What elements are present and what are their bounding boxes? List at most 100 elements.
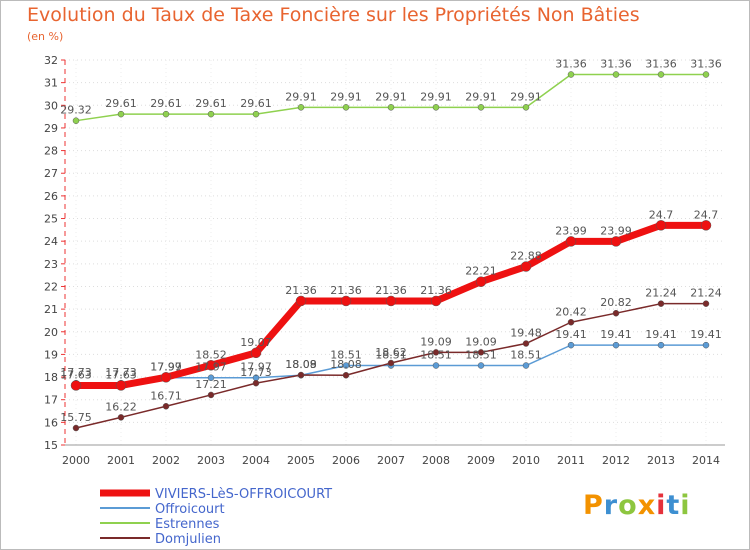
data-label: 29.91 xyxy=(330,90,362,103)
x-tick-label: 2002 xyxy=(152,454,180,467)
data-point xyxy=(160,372,172,383)
data-label: 18.51 xyxy=(465,349,497,362)
data-point xyxy=(72,424,80,432)
y-tick-label: 28 xyxy=(44,145,58,158)
data-label: 17.63 xyxy=(105,368,137,381)
data-label: 17.99 xyxy=(150,360,182,373)
data-label: 21.24 xyxy=(645,287,677,300)
data-point xyxy=(477,104,485,111)
y-tick-label: 15 xyxy=(44,439,58,452)
data-point xyxy=(612,341,620,349)
data-point xyxy=(340,295,352,307)
data-point xyxy=(297,104,305,111)
x-tick-label: 2004 xyxy=(242,454,270,467)
x-tick-label: 2010 xyxy=(512,454,540,467)
data-label: 29.91 xyxy=(420,90,452,103)
data-label: 21.36 xyxy=(420,284,452,297)
data-point xyxy=(342,362,350,369)
legend: VIVIERS-LèS-OFFROICOURTOffroicourtEstren… xyxy=(100,487,332,547)
data-label: 20.42 xyxy=(555,305,587,318)
data-point xyxy=(567,71,575,78)
data-point xyxy=(565,236,577,247)
data-point xyxy=(385,295,397,307)
data-label: 19.07 xyxy=(240,336,272,349)
proxiti-logo: Proxiti xyxy=(583,490,691,521)
y-tick-label: 32 xyxy=(44,54,58,67)
y-tick-label: 17 xyxy=(44,394,58,407)
data-label: 29.61 xyxy=(240,97,272,110)
data-point xyxy=(522,104,530,111)
data-label: 31.36 xyxy=(600,57,632,70)
x-tick-label: 2011 xyxy=(557,454,585,467)
data-point xyxy=(205,360,217,371)
data-label: 21.24 xyxy=(690,287,722,300)
data-point xyxy=(207,391,215,399)
legend-label: Domjulien xyxy=(155,532,221,547)
data-point xyxy=(567,319,575,326)
y-axis-ticks: 15 16 17 18 19 20 21 22 23 24 25 26 27 28 29 30 31 32 xyxy=(44,54,58,452)
data-point xyxy=(610,236,622,247)
y-tick-label: 31 xyxy=(44,77,58,90)
data-point xyxy=(252,379,260,387)
data-label: 16.71 xyxy=(150,389,182,402)
data-label: 17.63 xyxy=(60,368,92,381)
data-label: 18.51 xyxy=(420,349,452,362)
y-tick-label: 21 xyxy=(44,303,58,316)
data-label: 21.36 xyxy=(285,284,317,297)
data-point xyxy=(252,110,260,118)
data-label: 19.41 xyxy=(600,328,632,341)
data-label: 18.08 xyxy=(330,358,362,371)
data-point xyxy=(162,403,170,410)
data-label: 31.36 xyxy=(690,57,722,70)
axes xyxy=(61,59,725,446)
logo-letter: i xyxy=(680,490,691,521)
data-point xyxy=(702,341,710,349)
data-point xyxy=(207,110,215,118)
y-tick-label: 27 xyxy=(44,167,58,180)
data-point xyxy=(567,341,575,349)
x-tick-label: 2006 xyxy=(332,454,360,467)
logo-letter: i xyxy=(656,490,667,521)
legend-label: Estrennes xyxy=(155,517,220,532)
data-point xyxy=(117,414,125,421)
y-tick-label: 26 xyxy=(44,190,58,203)
data-point xyxy=(72,117,80,124)
data-label: 21.36 xyxy=(330,284,362,297)
data-label: 19.41 xyxy=(690,328,722,341)
data-point xyxy=(432,362,440,369)
data-label: 18.09 xyxy=(285,358,317,371)
data-label: 29.61 xyxy=(150,97,182,110)
data-label: 18.08 xyxy=(285,358,317,371)
y-tick-label: 18 xyxy=(44,371,58,384)
x-tick-label: 2013 xyxy=(647,454,675,467)
data-label: 20.82 xyxy=(600,296,632,309)
data-point xyxy=(115,380,127,391)
data-point xyxy=(522,362,530,369)
data-label: 19.09 xyxy=(420,335,452,348)
data-point xyxy=(477,349,485,356)
y-tick-label: 30 xyxy=(44,99,58,112)
data-point xyxy=(700,220,712,231)
data-point xyxy=(477,362,485,369)
data-label: 17.73 xyxy=(60,366,92,379)
data-label: 24.7 xyxy=(694,208,719,221)
x-tick-label: 2001 xyxy=(107,454,135,467)
data-label: 17.21 xyxy=(195,378,227,391)
grid xyxy=(65,59,725,446)
data-point xyxy=(207,374,215,381)
data-labels: 29.32 29.61 29.61 29.61 29.61 29.91 29.91 29.91… xyxy=(60,57,722,424)
data-label: 31.36 xyxy=(645,57,677,70)
y-tick-label: 19 xyxy=(44,348,58,361)
x-tick-label: 2003 xyxy=(197,454,225,467)
data-point xyxy=(342,371,350,379)
data-label: 23.99 xyxy=(555,224,587,237)
data-point xyxy=(612,71,620,78)
x-tick-label: 2005 xyxy=(287,454,315,467)
data-label: 29.91 xyxy=(285,90,317,103)
data-label: 29.61 xyxy=(195,97,227,110)
data-label: 29.91 xyxy=(375,90,407,103)
data-label: 29.91 xyxy=(465,90,497,103)
data-point xyxy=(432,104,440,111)
